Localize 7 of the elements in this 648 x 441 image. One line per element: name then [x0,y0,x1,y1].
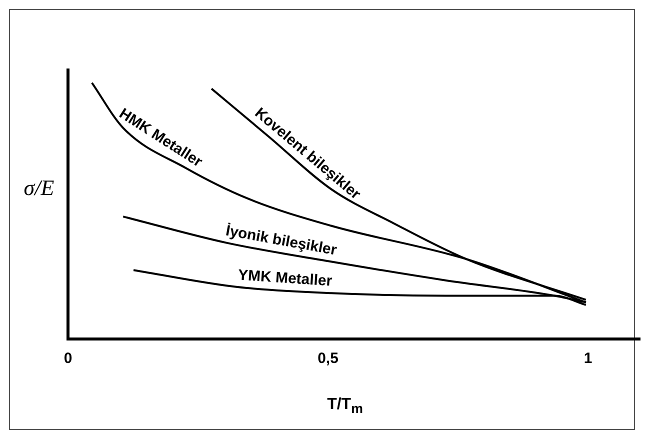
series-label: YMK Metaller [238,266,333,290]
x-axis-title: T/T$_{m}$ [326,396,364,416]
x-tick-label: 1 [584,350,592,368]
x-tick-label: 0,5 [318,350,338,368]
x-tick-label: 0 [64,350,72,368]
y-axis-title: σ/E [22,175,56,201]
text: İyonik bileşikler [224,222,338,259]
